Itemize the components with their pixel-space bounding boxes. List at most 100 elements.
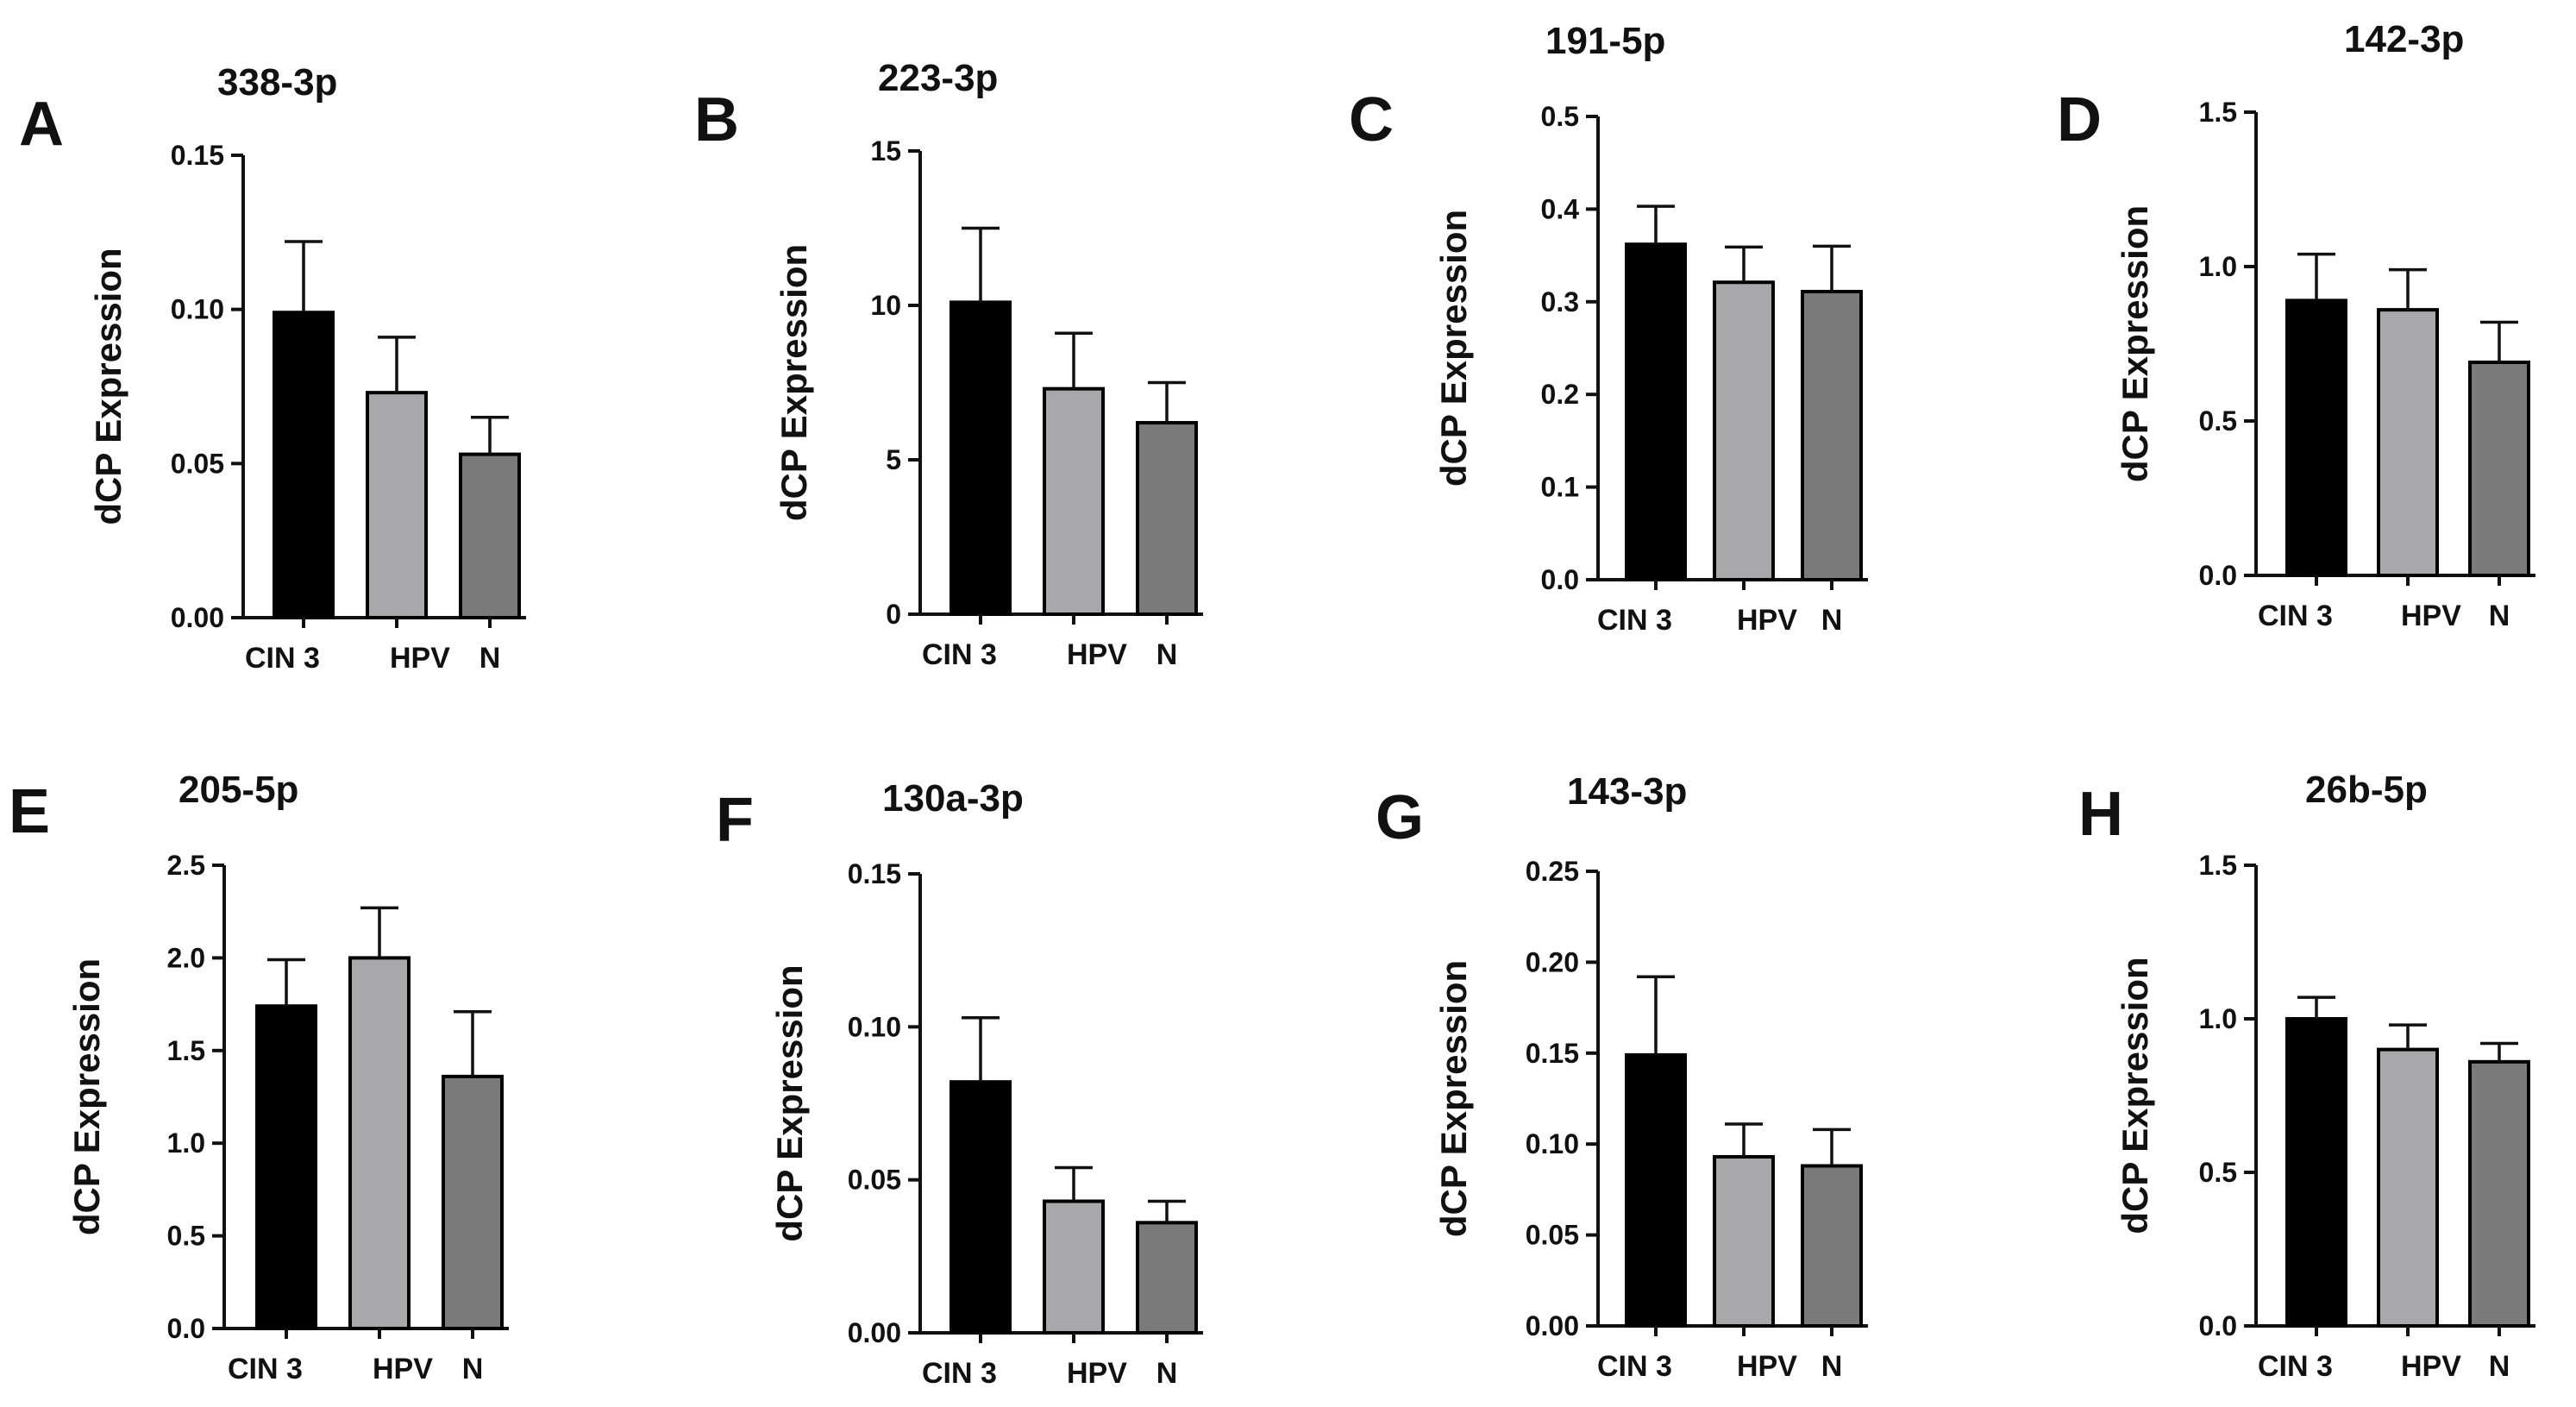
y-tick-label: 0.10: [1526, 1128, 1579, 1159]
y-tick-label: 0.2: [1541, 379, 1579, 410]
bar-hpv: [1043, 1199, 1105, 1335]
x-category-label: HPV: [390, 642, 450, 675]
x-category-label: HPV: [1067, 638, 1127, 671]
y-tick-label: 0.10: [171, 294, 224, 325]
x-category-label: N: [2489, 600, 2510, 632]
x-category-label: N: [479, 642, 501, 675]
x-category-label: CIN 3: [2258, 600, 2333, 632]
y-axis-label: dCP Expression: [1433, 210, 1474, 487]
y-tick-label: 2.5: [167, 850, 205, 881]
y-tick-label: 0: [886, 599, 901, 630]
y-tick-label: 0.00: [171, 602, 224, 633]
panel-title: 205-5p: [179, 769, 298, 811]
bar-n: [1801, 1164, 1863, 1328]
y-tick-label: 0.0: [2199, 560, 2237, 591]
y-tick-label: 1.0: [2199, 251, 2237, 282]
x-category-label: N: [462, 1353, 484, 1385]
y-tick-label: 0.10: [848, 1011, 901, 1042]
y-tick-label: 0.25: [1526, 856, 1579, 887]
y-tick-label: 15: [870, 135, 901, 166]
bar-cin-3: [1625, 1052, 1687, 1328]
y-tick-label: 10: [870, 290, 901, 321]
panel-title: 223-3p: [878, 57, 998, 99]
panel-title: 130a-3p: [882, 777, 1024, 820]
y-tick-label: 1.0: [167, 1127, 205, 1159]
bar-hpv: [1713, 280, 1775, 581]
x-category-label: CIN 3: [245, 642, 320, 675]
panel-letter: G: [1376, 783, 1424, 852]
x-category-label: CIN 3: [228, 1353, 303, 1385]
y-tick-label: 0.3: [1541, 286, 1579, 317]
bar-cin-3: [2285, 298, 2347, 577]
x-category-label: HPV: [2401, 600, 2461, 632]
bar-n: [442, 1074, 504, 1330]
y-tick-label: 0.15: [171, 140, 224, 171]
panel-letter: H: [2078, 780, 2123, 849]
x-category-label: N: [2489, 1350, 2510, 1383]
y-axis-label: dCP Expression: [769, 964, 810, 1241]
bar-n: [2468, 1059, 2530, 1328]
panel-letter: A: [19, 90, 64, 159]
panel-title: 142-3p: [2344, 18, 2464, 60]
bar-cin-3: [255, 1004, 317, 1331]
x-category-label: N: [1156, 638, 1178, 671]
y-tick-label: 1.0: [2199, 1003, 2237, 1034]
bar-n: [1136, 1221, 1198, 1335]
y-tick-label: 0.05: [848, 1165, 901, 1196]
y-axis-label: dCP Expression: [1433, 960, 1474, 1237]
x-category-label: HPV: [1067, 1357, 1127, 1390]
y-tick-label: 0.20: [1526, 946, 1579, 977]
y-tick-label: 1.5: [2199, 850, 2237, 881]
bar-cin-3: [1625, 242, 1687, 581]
x-category-label: CIN 3: [922, 638, 997, 671]
y-tick-label: 1.5: [167, 1035, 205, 1066]
panel-letter: D: [2057, 85, 2102, 154]
panel-title: 191-5p: [1545, 20, 1665, 62]
y-tick-label: 0.05: [171, 448, 224, 479]
y-tick-label: 2.0: [167, 942, 205, 973]
y-tick-label: 0.00: [848, 1317, 901, 1348]
panel-title: 338-3p: [217, 61, 337, 104]
bar-cin-3: [2285, 1017, 2347, 1328]
y-tick-label: 0.5: [2199, 405, 2237, 437]
y-tick-label: 0.5: [2199, 1157, 2237, 1188]
y-tick-label: 0.0: [167, 1313, 205, 1344]
panel-letter: B: [694, 85, 739, 154]
bar-hpv: [2377, 1047, 2439, 1328]
bar-cin-3: [273, 311, 335, 619]
x-category-label: CIN 3: [1597, 1350, 1672, 1383]
y-tick-label: 5: [886, 444, 901, 475]
x-category-label: N: [1821, 1350, 1843, 1383]
y-axis-label: dCP Expression: [774, 244, 814, 521]
bar-hpv: [2377, 308, 2439, 577]
x-category-label: HPV: [1737, 1350, 1797, 1383]
x-category-label: CIN 3: [2258, 1350, 2333, 1383]
y-tick-label: 0.15: [848, 858, 901, 889]
y-tick-label: 0.15: [1526, 1038, 1579, 1069]
bar-hpv: [348, 956, 411, 1331]
y-tick-label: 0.0: [2199, 1310, 2237, 1341]
panel-title: 26b-5p: [2305, 769, 2428, 811]
y-tick-label: 0.4: [1541, 193, 1580, 224]
panel-title: 143-3p: [1567, 770, 1687, 813]
bar-n: [1136, 421, 1198, 617]
bar-n: [2468, 360, 2530, 578]
bar-hpv: [1713, 1154, 1775, 1328]
bar-n: [459, 452, 521, 620]
y-tick-label: 0.5: [1541, 101, 1579, 132]
x-category-label: HPV: [373, 1353, 433, 1385]
y-tick-label: 0.5: [167, 1221, 205, 1252]
bar-hpv: [1043, 386, 1105, 616]
bar-cin-3: [950, 1080, 1012, 1335]
y-tick-label: 0.00: [1526, 1310, 1579, 1341]
bar-n: [1801, 289, 1863, 581]
y-axis-label: dCP Expression: [88, 248, 128, 524]
panel-letter: F: [716, 786, 754, 855]
y-axis-label: dCP Expression: [2115, 205, 2155, 482]
x-category-label: HPV: [1737, 604, 1797, 637]
x-category-label: HPV: [2401, 1350, 2461, 1383]
x-category-label: CIN 3: [1597, 604, 1672, 637]
panel-letter: C: [1349, 85, 1394, 154]
bar-cin-3: [950, 300, 1012, 616]
x-category-label: CIN 3: [922, 1357, 997, 1390]
